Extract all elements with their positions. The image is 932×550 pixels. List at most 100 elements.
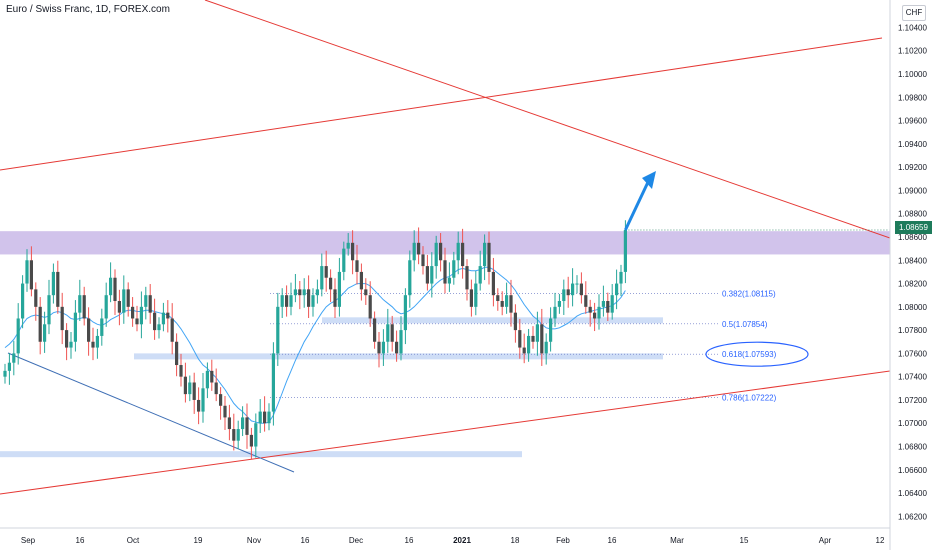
price-tick-label: 1.08800	[898, 210, 927, 219]
candle	[78, 279, 82, 322]
candle-body	[175, 341, 179, 366]
candle-body	[170, 318, 174, 342]
candle	[16, 303, 20, 365]
candle	[175, 333, 179, 377]
candle	[390, 315, 394, 352]
candle	[73, 300, 77, 352]
candle	[381, 329, 385, 366]
candle	[505, 282, 509, 314]
candle-body	[500, 301, 504, 307]
candle	[227, 404, 231, 441]
candle-body	[82, 295, 86, 319]
candle	[214, 368, 218, 402]
candle	[223, 395, 227, 430]
candle-body	[109, 277, 113, 296]
candle	[496, 288, 500, 311]
candle-body	[562, 289, 566, 302]
candle	[566, 276, 570, 308]
candle	[285, 285, 289, 317]
date-tick-label: 16	[608, 536, 617, 545]
candle	[254, 413, 258, 458]
price-tick-label: 1.08200	[898, 280, 927, 289]
candle	[447, 262, 451, 292]
candle	[307, 275, 311, 319]
price-tick-label: 1.07600	[898, 349, 927, 358]
candle	[122, 275, 126, 324]
candle	[21, 275, 25, 329]
candle	[483, 234, 487, 281]
candle-body	[69, 341, 73, 348]
candle	[333, 278, 337, 319]
support-zone	[322, 317, 663, 324]
price-tick-label: 1.08400	[898, 256, 927, 265]
candle	[69, 331, 73, 359]
date-tick-label: 16	[405, 536, 414, 545]
candle	[368, 281, 372, 327]
candle-body	[452, 260, 456, 278]
candle	[487, 231, 491, 285]
candle	[267, 403, 271, 431]
candle-body	[34, 289, 38, 307]
candle-body	[412, 242, 416, 261]
candle-body	[47, 295, 51, 325]
candle-body	[241, 417, 245, 430]
candle-body	[258, 411, 262, 424]
candle	[342, 241, 346, 281]
date-tick-label: 2021	[453, 536, 471, 545]
candle-body	[333, 289, 337, 307]
candle	[417, 227, 421, 265]
candle	[337, 257, 341, 317]
price-tick-label: 1.09600	[898, 117, 927, 126]
candle-body	[87, 318, 91, 342]
candle	[601, 285, 605, 317]
fib-level-label: 0.5(1.07854)	[722, 320, 768, 329]
candle	[232, 413, 236, 451]
candle-body	[329, 277, 333, 290]
candle-body	[575, 283, 579, 285]
candle	[263, 396, 267, 432]
candle	[597, 294, 601, 330]
candle-body	[359, 271, 363, 290]
candle-body	[78, 295, 82, 313]
candle	[109, 262, 113, 303]
candle	[236, 420, 240, 450]
candle	[161, 302, 165, 332]
candle	[619, 264, 623, 297]
candle-body	[496, 295, 500, 302]
candle-body	[311, 295, 315, 307]
candle	[126, 282, 130, 317]
candle	[38, 297, 42, 355]
candle-body	[43, 324, 47, 342]
date-tick-label: 18	[511, 536, 520, 545]
candle	[258, 399, 262, 434]
candle	[364, 278, 368, 305]
candle-body	[386, 324, 390, 342]
candle	[210, 359, 214, 391]
candle	[188, 375, 192, 402]
candle	[276, 292, 280, 366]
candle-body	[540, 324, 544, 354]
candle	[377, 331, 381, 368]
candle	[139, 291, 143, 339]
candle-body	[60, 306, 64, 331]
candle-body	[527, 335, 531, 354]
candle	[153, 298, 157, 340]
candle-body	[285, 295, 289, 307]
candle	[245, 403, 249, 449]
candle	[324, 250, 328, 292]
candle-body	[584, 295, 588, 307]
date-tick-label: Oct	[127, 536, 140, 545]
candle-body	[254, 423, 258, 447]
candle-body	[263, 411, 267, 424]
candle-body	[588, 306, 592, 313]
candle-body	[320, 266, 324, 290]
candle-body	[399, 330, 403, 354]
candle-body	[100, 318, 104, 336]
candle-body	[307, 289, 311, 307]
lower-channel-line	[0, 370, 891, 495]
currency-scale-button[interactable]: CHF	[902, 5, 926, 21]
candle-body	[553, 306, 557, 319]
candle-body	[522, 347, 526, 354]
